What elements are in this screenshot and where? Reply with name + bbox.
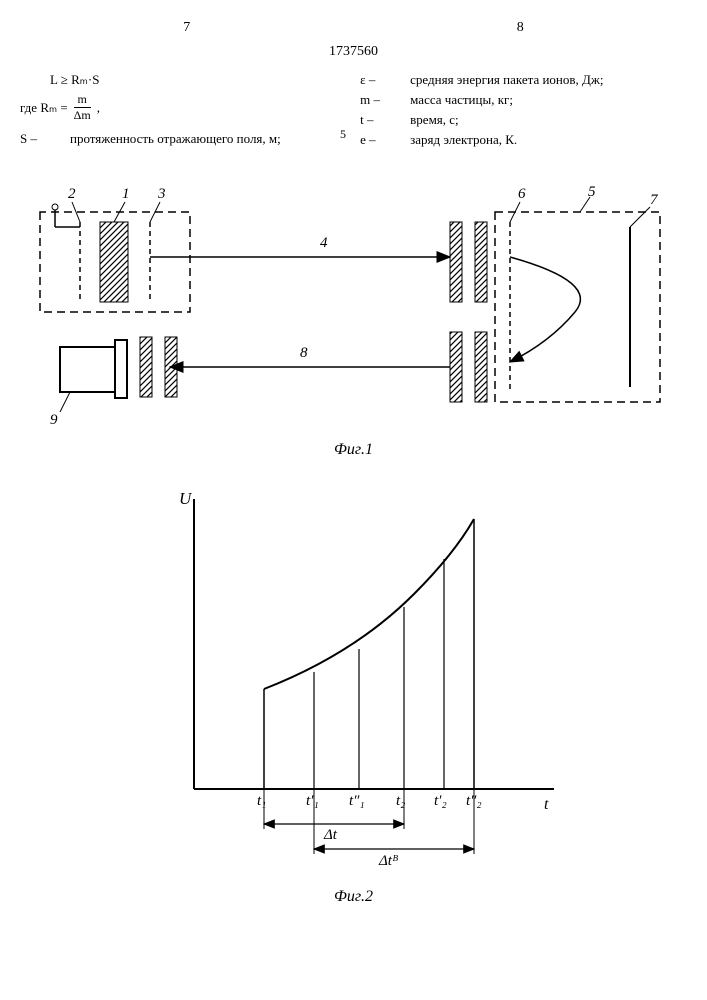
formula-Rm: где Rₘ = m Δm , <box>20 92 340 123</box>
figure-2: U t t₁ t′₁ t″₁ t₂ t′₂ t″₂ Δt Δtᴮ Фиг.2 <box>20 479 687 906</box>
tick-t2p: t′₂ <box>434 793 447 809</box>
callout-7: 7 <box>650 192 659 208</box>
def-S-label: S – <box>20 131 70 147</box>
callout-5: 5 <box>588 184 596 200</box>
frac-den: Δm <box>70 108 95 123</box>
formula-L: L ≥ Rₘ·S <box>50 72 340 88</box>
def-eps-label: ε – <box>360 72 410 88</box>
delta-t8-label: Δtᴮ <box>378 853 398 869</box>
left-column-number: 7 <box>20 20 354 36</box>
delta-t-label: Δt <box>323 827 338 843</box>
def-eps-text: средняя энергия пакета ионов, Дж; <box>410 72 680 88</box>
left-text-column: L ≥ Rₘ·S где Rₘ = m Δm , S – протяженнос… <box>20 72 340 152</box>
callout-9: 9 <box>50 412 58 428</box>
callout-1: 1 <box>122 186 130 202</box>
y-axis-label: U <box>179 489 193 508</box>
formula-suffix: , <box>97 100 100 116</box>
fig1-caption: Фиг.1 <box>20 441 687 459</box>
patent-number: 1737560 <box>20 44 687 60</box>
right-text-column: ε – средняя энергия пакета ионов, Дж; m … <box>360 72 680 152</box>
tick-t1p: t′₁ <box>306 793 319 809</box>
frac-num: m <box>74 92 91 108</box>
right-column-number: 8 <box>354 20 688 36</box>
def-e-text: заряд электрона, К. <box>410 132 680 148</box>
figure-1: 2 1 3 4 6 5 7 8 9 Фиг.1 <box>20 182 687 459</box>
tick-t1pp: t″₁ <box>349 793 365 809</box>
callout-8: 8 <box>300 345 308 361</box>
text-columns: L ≥ Rₘ·S где Rₘ = m Δm , S – протяженнос… <box>20 72 687 152</box>
def-m-text: масса частицы, кг; <box>410 92 680 108</box>
callout-6: 6 <box>518 186 526 202</box>
def-m-label: m – <box>360 92 410 108</box>
callout-4: 4 <box>320 235 328 251</box>
formula-prefix: где Rₘ = <box>20 100 68 116</box>
fig2-caption: Фиг.2 <box>20 888 687 906</box>
def-S-text: протяженность отражающего поля, м; <box>70 131 340 147</box>
x-axis-label: t <box>544 796 549 813</box>
margin-line-number: 5 <box>340 127 346 142</box>
def-t-text: время, с; <box>410 112 680 128</box>
def-e-label: e – <box>360 132 410 148</box>
def-t-label: t – <box>360 112 410 128</box>
callout-3: 3 <box>157 186 166 202</box>
callout-2: 2 <box>68 186 76 202</box>
tick-t1: t₁ <box>257 793 266 809</box>
